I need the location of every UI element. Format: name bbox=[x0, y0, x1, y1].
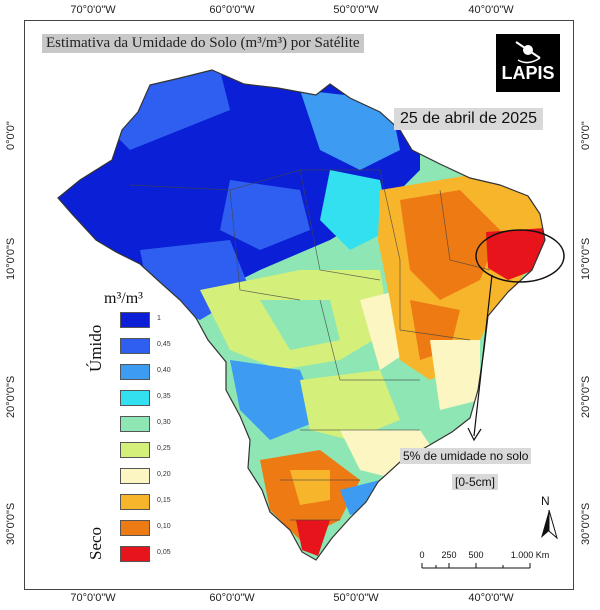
legend-swatch-label: 0,05 bbox=[157, 549, 171, 556]
legend-swatch bbox=[120, 494, 150, 510]
legend-wet-label: Úmido bbox=[86, 324, 105, 372]
legend-swatch bbox=[120, 442, 150, 458]
scale-label: 250 bbox=[441, 550, 457, 560]
logo-text: LAPIS bbox=[501, 63, 555, 83]
legend-swatch-label: 0,25 bbox=[157, 445, 171, 452]
annotation-text: 5% de umidade no solo bbox=[400, 448, 532, 464]
legend-swatch bbox=[120, 364, 150, 380]
map-title: Estimativa da Umidade do Solo (m³/m³) po… bbox=[42, 34, 364, 53]
axis-bottom-tick: 70°0'0"W bbox=[70, 592, 116, 604]
legend-unit: m³/m³ bbox=[104, 290, 143, 307]
legend-swatch bbox=[120, 546, 150, 562]
axis-bottom-tick: 60°0'0"W bbox=[209, 592, 255, 604]
satellite-icon bbox=[515, 41, 541, 64]
lapis-logo: LAPIS bbox=[496, 34, 560, 92]
legend-swatch-label: 0,20 bbox=[157, 471, 171, 478]
scale-label: 500 bbox=[468, 550, 484, 560]
north-label: N bbox=[541, 494, 550, 508]
legend-swatch bbox=[120, 338, 150, 354]
legend-swatch-label: 0,45 bbox=[157, 341, 171, 348]
legend-swatch-label: 0,40 bbox=[157, 367, 171, 374]
annotation-depth: [0-5cm] bbox=[452, 474, 499, 490]
legend-dry-label: Seco bbox=[86, 526, 105, 560]
scale-label: 1.000 Km bbox=[510, 550, 550, 560]
legend-swatch bbox=[120, 390, 150, 406]
map-date: 25 de abril de 2025 bbox=[394, 108, 543, 130]
legend-swatch bbox=[120, 312, 150, 328]
legend-swatch-label: 0,30 bbox=[157, 419, 171, 426]
axis-bottom-tick: 50°0'0"W bbox=[333, 592, 379, 604]
axis-top-tick: 50°0'0"W bbox=[333, 4, 379, 16]
axis-top-tick: 70°0'0"W bbox=[70, 4, 116, 16]
legend-swatch bbox=[120, 520, 150, 536]
legend-swatch bbox=[120, 468, 150, 484]
legend-swatch-label: 1 bbox=[157, 315, 161, 322]
axis-top-tick: 60°0'0"W bbox=[209, 4, 255, 16]
axis-top-tick: 40°0'0"W bbox=[468, 4, 514, 16]
legend-swatch-label: 0,35 bbox=[157, 393, 171, 400]
legend-swatch-label: 0,15 bbox=[157, 497, 171, 504]
legend-swatch-label: 0,10 bbox=[157, 523, 171, 530]
scale-label: 0 bbox=[419, 550, 425, 560]
legend-swatch bbox=[120, 416, 150, 432]
axis-bottom-tick: 40°0'0"W bbox=[468, 592, 514, 604]
